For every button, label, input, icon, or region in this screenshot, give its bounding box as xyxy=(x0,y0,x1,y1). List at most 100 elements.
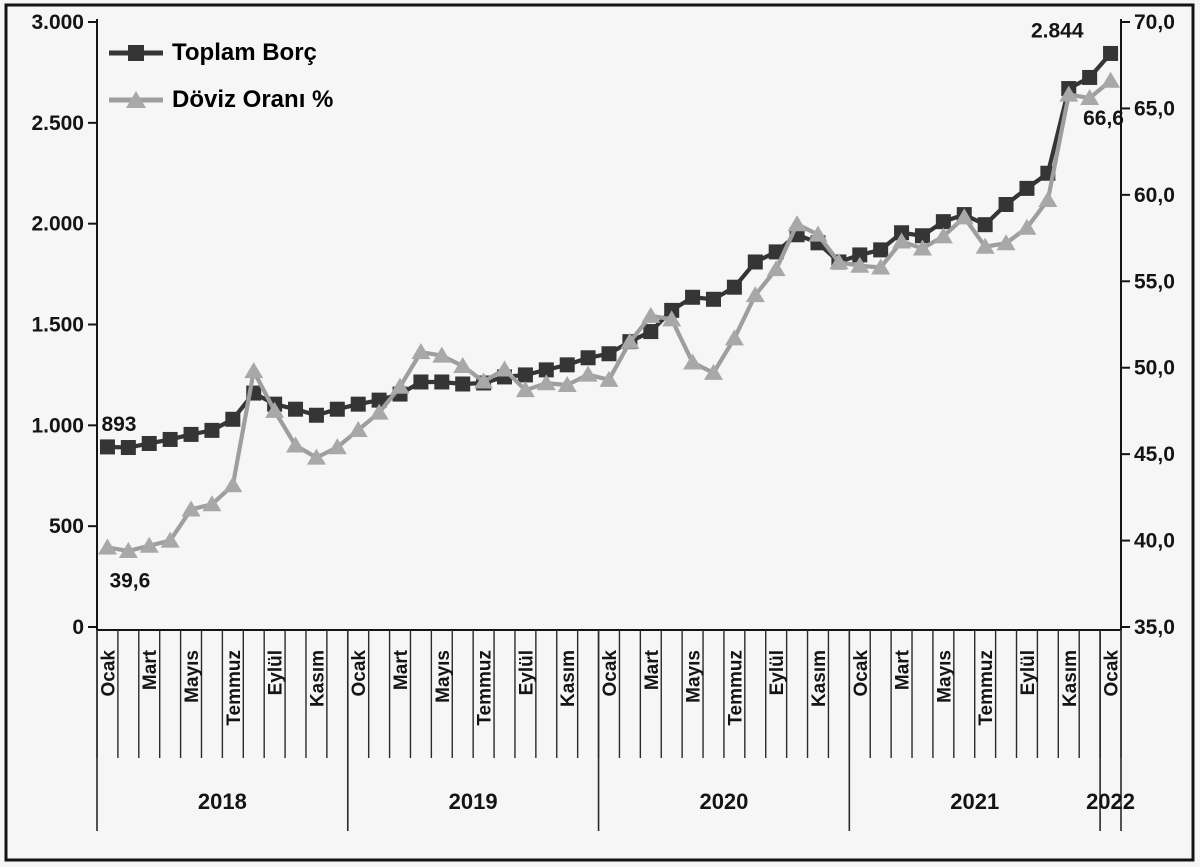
year-label: 2018 xyxy=(198,789,247,814)
fx-data-point-marker xyxy=(474,372,494,389)
fx-data-point-marker xyxy=(766,260,786,277)
month-label: Kasım xyxy=(558,650,579,707)
fx-data-point-marker xyxy=(411,343,431,360)
fx-data-point-marker xyxy=(954,208,974,225)
month-label: Ocak xyxy=(1102,650,1123,697)
fx-data-point-marker xyxy=(202,495,222,512)
fx-data-point-marker xyxy=(181,500,201,517)
fx-data-point-marker xyxy=(808,225,828,242)
data-point-annotation: 2.844 xyxy=(1031,19,1084,42)
fx-data-point-marker xyxy=(1038,191,1058,208)
left-axis-tick-label: 0 xyxy=(72,616,84,639)
debt-data-point-marker xyxy=(329,401,345,417)
right-axis-tick-label: 60,0 xyxy=(1134,184,1175,207)
month-label: Temmuz xyxy=(725,650,746,726)
debt-data-point-marker xyxy=(455,376,471,392)
month-label: Kasım xyxy=(809,650,830,707)
debt-data-point-marker xyxy=(977,217,993,233)
month-label: Ocak xyxy=(600,650,621,697)
debt-data-point-marker xyxy=(413,374,429,390)
right-axis-tick-label: 65,0 xyxy=(1134,97,1175,120)
fx-data-point-marker xyxy=(745,286,765,303)
fx-data-point-marker xyxy=(432,346,452,363)
fx-data-point-marker xyxy=(160,531,180,548)
debt-data-point-marker xyxy=(559,357,575,373)
fx-data-point-marker xyxy=(1059,85,1079,102)
month-label: Eylül xyxy=(266,650,287,695)
debt-data-point-marker xyxy=(852,247,868,263)
fx-data-point-marker xyxy=(306,448,326,465)
debt-data-point-marker xyxy=(434,374,450,390)
left-axis-tick-label: 2.000 xyxy=(31,213,84,236)
fx-data-point-marker xyxy=(515,381,535,398)
legend-item-toplam-borc: Toplam Borç xyxy=(108,36,333,70)
legend-item-doviz-orani: Döviz Oranı % xyxy=(108,83,333,117)
fx-data-point-marker xyxy=(286,436,306,453)
fx-data-point-marker xyxy=(390,377,410,394)
right-axis-tick-label: 35,0 xyxy=(1134,616,1175,639)
month-label: Mart xyxy=(642,649,663,690)
left-axis-tick-label: 2.500 xyxy=(31,112,84,135)
fx-data-point-marker xyxy=(453,356,473,373)
fx-data-point-marker xyxy=(1017,218,1037,235)
triangle-series-marker-icon xyxy=(109,91,163,108)
data-point-annotation: 66,6 xyxy=(1083,107,1124,130)
month-label: Mart xyxy=(391,649,412,690)
debt-data-point-marker xyxy=(120,440,136,456)
month-label: Temmuz xyxy=(224,650,245,726)
debt-data-point-marker xyxy=(1082,69,1098,85)
fx-share-series-line xyxy=(107,79,1112,554)
fx-data-point-marker xyxy=(975,237,995,254)
month-label: Kasım xyxy=(1060,650,1081,707)
fx-data-point-marker xyxy=(244,362,264,379)
fx-data-point-marker xyxy=(223,476,243,493)
left-axis-tick-label: 1.500 xyxy=(31,314,84,337)
fx-data-point-marker xyxy=(892,232,912,249)
fx-data-point-marker xyxy=(97,538,117,555)
month-label: Ocak xyxy=(98,650,119,697)
fx-data-point-marker xyxy=(327,438,347,455)
debt-data-point-marker xyxy=(873,242,889,258)
year-label: 2020 xyxy=(699,789,748,814)
fx-data-point-marker xyxy=(933,227,953,244)
month-label: Eylül xyxy=(1018,650,1039,695)
debt-data-point-marker xyxy=(601,346,617,362)
debt-data-point-marker xyxy=(726,279,742,295)
right-axis-tick-label: 50,0 xyxy=(1134,357,1175,380)
debt-data-point-marker xyxy=(288,401,304,417)
debt-data-point-marker xyxy=(204,422,220,438)
debt-data-point-marker xyxy=(935,214,951,230)
month-label: Ocak xyxy=(851,650,872,697)
debt-data-point-marker xyxy=(350,396,366,412)
month-label: Temmuz xyxy=(976,650,997,726)
fx-data-point-marker xyxy=(536,374,556,391)
right-axis-tick-label: 40,0 xyxy=(1134,530,1175,553)
fx-data-point-marker xyxy=(369,403,389,420)
fx-data-point-marker xyxy=(557,376,577,392)
month-label: Eylül xyxy=(516,650,537,695)
debt-data-point-marker xyxy=(1019,180,1035,196)
square-series-marker-icon xyxy=(109,45,163,61)
fx-data-point-marker xyxy=(578,365,598,382)
month-label: Mayıs xyxy=(684,650,705,703)
debt-data-point-marker xyxy=(998,197,1014,213)
debt-data-point-marker xyxy=(538,362,554,378)
legend-label-doviz-orani: Döviz Oranı % xyxy=(172,86,334,113)
year-label: 2021 xyxy=(950,789,999,814)
debt-data-point-marker xyxy=(685,289,701,305)
fx-data-point-marker xyxy=(912,239,932,256)
fx-data-point-marker xyxy=(724,329,744,346)
month-label: Eylül xyxy=(767,650,788,695)
debt-data-point-marker xyxy=(914,228,930,244)
fx-data-point-marker xyxy=(850,256,870,273)
fx-data-point-marker xyxy=(620,332,640,349)
left-axis-tick-label: 1.000 xyxy=(31,414,84,437)
fx-data-point-marker xyxy=(139,536,159,553)
year-label: 2022 xyxy=(1086,789,1135,814)
month-label: Mayıs xyxy=(182,650,203,703)
debt-data-point-marker xyxy=(183,426,199,442)
fx-data-point-marker xyxy=(118,541,138,558)
fx-data-point-marker xyxy=(495,360,515,377)
